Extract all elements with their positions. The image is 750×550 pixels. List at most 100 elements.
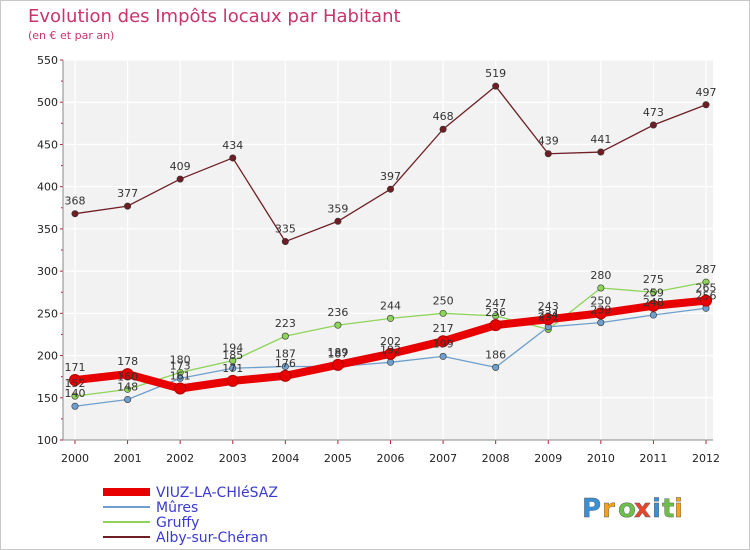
legend-label: Alby-sur-Chéran [156,530,268,546]
x-tick-label: 2008 [482,452,510,465]
data-point [542,313,555,326]
data-label: 434 [222,139,243,152]
x-tick-label: 2005 [324,452,352,465]
plot-background [63,60,713,440]
data-label: 335 [275,223,296,236]
data-label: 161 [170,369,191,382]
data-label: 439 [538,135,559,148]
data-label: 519 [485,67,506,80]
data-label: 377 [117,187,138,200]
x-tick-label: 2003 [219,452,247,465]
data-point [71,392,79,400]
plot-area [63,60,713,440]
data-label: 256 [696,289,717,302]
data-point [331,358,344,371]
x-tick-label: 2004 [271,452,299,465]
legend-label: Gruffy [156,515,199,531]
data-point [492,312,500,320]
data-label: 173 [170,359,191,372]
x-tick-label: 2000 [61,452,89,465]
data-point [334,217,342,225]
chart-subtitle: (en € et par an) [28,29,114,42]
data-point [649,311,657,319]
data-point [597,319,605,327]
data-point [229,364,237,372]
y-tick-label: 400 [37,181,58,194]
data-point [702,278,710,286]
y-tick-label: 350 [37,223,58,236]
data-label: 186 [485,348,506,361]
legend-label: Mûres [156,500,198,516]
brand-letter: i [674,494,683,524]
data-label: 259 [643,287,664,300]
legend: VIUZ-LA-CHIéSAZMûresGruffyAlby-sur-Chéra… [103,485,278,546]
brand-letter: o [618,494,636,524]
data-point [279,369,292,382]
data-point [281,238,289,246]
x-tick-label: 2007 [429,452,457,465]
data-point [334,321,342,329]
data-point [281,332,289,340]
data-point [384,347,397,360]
data-label: 244 [380,299,401,312]
x-tick-label: 2002 [166,452,194,465]
data-label: 275 [643,273,664,286]
y-tick-label: 150 [37,392,58,405]
data-label: 152 [65,377,86,390]
data-point [544,150,552,158]
data-label: 192 [380,343,401,356]
data-label: 202 [380,335,401,348]
data-point [124,202,132,210]
data-label: 368 [65,195,86,208]
data-label: 243 [538,300,559,313]
brand-letter: r [602,494,615,524]
data-point [492,82,500,90]
data-label: 199 [433,337,454,350]
y-tick-label: 250 [37,307,58,320]
data-point [594,307,607,320]
data-point [439,309,447,317]
x-tick-label: 2001 [114,452,142,465]
data-label: 265 [696,282,717,295]
x-tick-label: 2009 [534,452,562,465]
data-point [121,368,134,381]
x-tick-label: 2011 [639,452,667,465]
data-point [71,402,79,410]
y-tick-label: 200 [37,350,58,363]
data-point [437,335,450,348]
x-tick-label: 2012 [692,452,720,465]
series-group [69,82,712,410]
data-point [700,294,712,307]
data-label: 189 [327,346,348,359]
data-label: 194 [222,342,243,355]
data-label: 497 [696,86,717,99]
data-label: 359 [327,202,348,215]
y-tick-label: 100 [37,434,58,447]
data-label: 236 [485,306,506,319]
y-tick-label: 450 [37,138,58,151]
data-point [386,358,394,366]
y-tick-label: 300 [37,265,58,278]
data-label: 160 [117,370,138,383]
data-point [71,210,79,218]
data-label: 287 [696,263,717,276]
data-label: 473 [643,106,664,119]
data-label: 217 [433,322,454,335]
data-label: 148 [117,380,138,393]
data-point [124,385,132,393]
data-label: 185 [222,349,243,362]
data-label: 231 [538,310,559,323]
data-point [702,101,710,109]
data-point [649,288,657,296]
data-point [386,185,394,193]
data-point [229,154,237,162]
data-label: 234 [538,308,559,321]
data-point [69,374,81,387]
data-label: 397 [380,170,401,183]
x-tick-label: 2006 [377,452,405,465]
data-point [489,319,502,332]
brand-letter: P [582,494,601,524]
